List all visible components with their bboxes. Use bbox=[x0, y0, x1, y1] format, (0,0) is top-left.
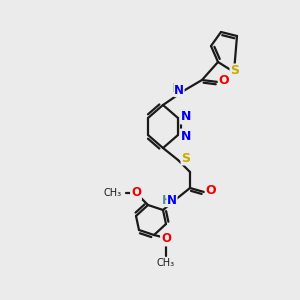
Text: N: N bbox=[174, 83, 184, 97]
Text: N: N bbox=[181, 110, 191, 124]
Text: H: H bbox=[162, 194, 172, 206]
Text: O: O bbox=[161, 232, 171, 245]
Text: S: S bbox=[230, 64, 239, 77]
Text: O: O bbox=[206, 184, 216, 197]
Text: CH₃: CH₃ bbox=[104, 188, 122, 198]
Text: O: O bbox=[131, 187, 141, 200]
Text: CH₃: CH₃ bbox=[157, 258, 175, 268]
Text: O: O bbox=[219, 74, 229, 88]
Text: H: H bbox=[172, 82, 182, 94]
Text: N: N bbox=[181, 130, 191, 142]
Text: S: S bbox=[182, 152, 190, 164]
Text: N: N bbox=[167, 194, 177, 206]
